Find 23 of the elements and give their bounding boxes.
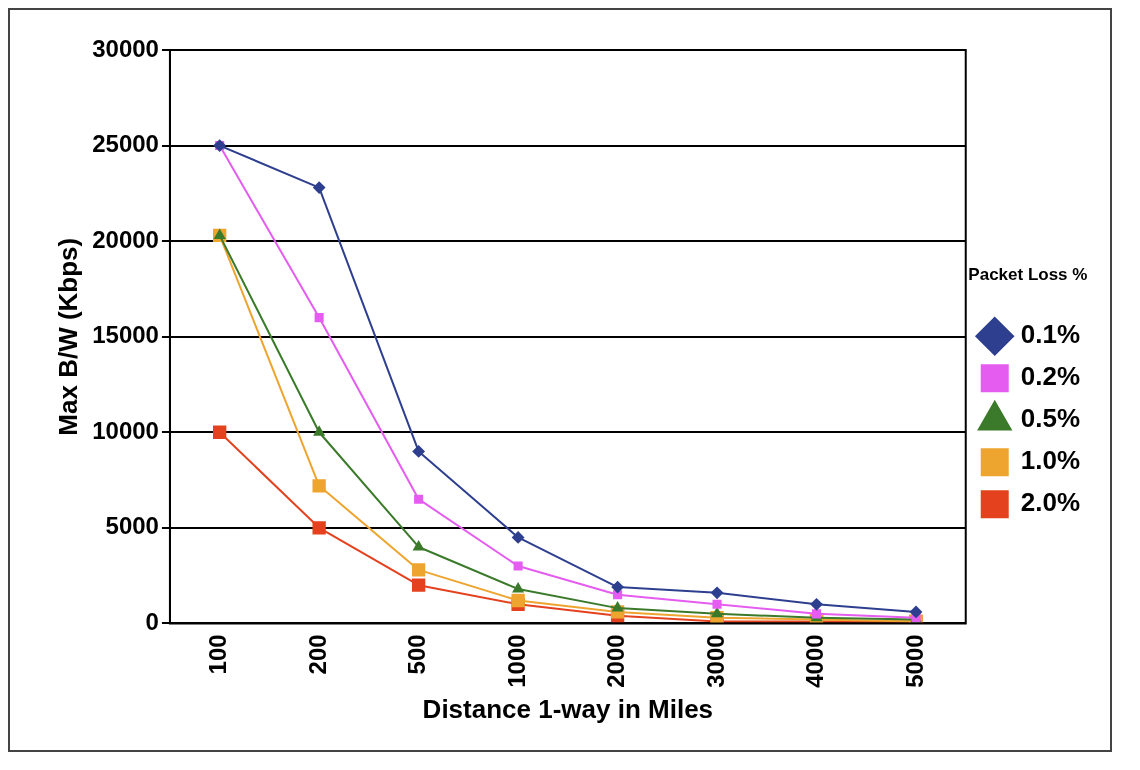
x-tick-label: 200	[303, 634, 331, 675]
legend-label: 1.0%	[1020, 445, 1080, 476]
legend-label: 2.0%	[1020, 487, 1080, 518]
y-tick-label: 10000	[92, 416, 159, 444]
legend-label: 0.1%	[1020, 319, 1080, 350]
x-tick-label: 2000	[602, 634, 630, 688]
x-tick-label: 4000	[801, 634, 829, 688]
y-tick-label: 15000	[92, 321, 159, 349]
y-tick-label: 30000	[92, 34, 159, 62]
x-tick-label: 3000	[701, 634, 729, 688]
x-tick-label: 1000	[502, 634, 530, 688]
x-tick-label: 500	[403, 634, 431, 675]
y-tick-label: 25000	[92, 130, 159, 158]
x-tick-label: 100	[204, 634, 232, 675]
y-tick-label: 20000	[92, 225, 159, 253]
y-axis-title: Max B/W (Kbps)	[52, 237, 83, 436]
y-tick-label: 5000	[105, 512, 159, 540]
legend-label: 0.2%	[1020, 361, 1080, 392]
x-axis-title: Distance 1-way in Miles	[422, 693, 714, 724]
legend-label: 0.5%	[1020, 403, 1080, 434]
y-tick-label: 0	[145, 608, 159, 636]
legend-title: Packet Loss %	[968, 264, 1088, 284]
x-tick-label: 5000	[900, 634, 928, 688]
